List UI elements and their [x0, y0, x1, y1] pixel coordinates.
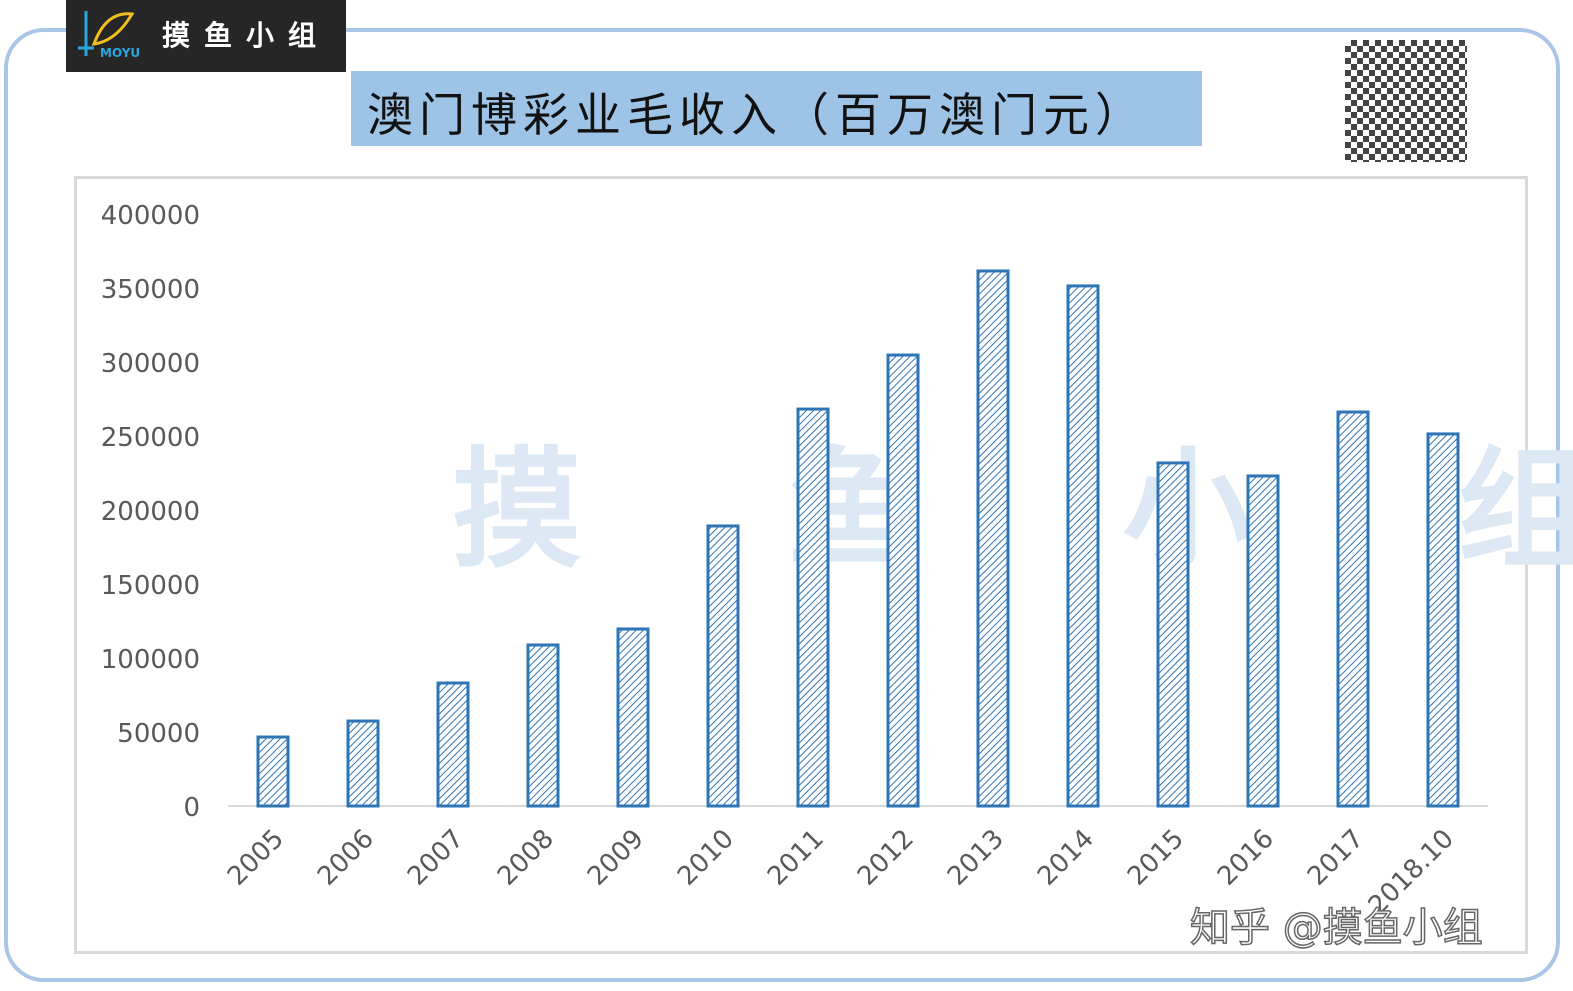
x-tick-label: 2010	[672, 824, 740, 892]
watermark-text: 摸 鱼 小 组	[452, 434, 1573, 586]
bar-2016	[1246, 474, 1280, 808]
x-tick-label: 2015	[1122, 824, 1190, 892]
bar-2006	[346, 719, 380, 808]
y-tick-label: 100000	[101, 645, 200, 675]
bar-2010	[706, 524, 740, 808]
fish-hook-icon	[78, 11, 135, 56]
x-tick-label: 2008	[492, 824, 560, 892]
bar-2013	[976, 269, 1010, 808]
x-tick-label: 2007	[402, 824, 470, 892]
x-tick-label: 2006	[312, 824, 380, 892]
x-tick-label: 2012	[852, 824, 920, 892]
bar-2015	[1156, 461, 1190, 808]
bar-2008	[526, 643, 560, 808]
y-tick-label: 250000	[101, 423, 200, 453]
bar-2009	[616, 627, 650, 808]
corner-watermark: 知乎 @摸鱼小组	[1189, 904, 1483, 952]
brand-logo: MOYU 摸鱼小组	[66, 0, 346, 72]
logo-text: 摸鱼小组	[162, 19, 331, 52]
y-tick-label: 50000	[117, 719, 200, 749]
y-tick-label: 300000	[101, 349, 200, 379]
y-tick-label: 200000	[101, 497, 200, 527]
page-title: 澳门博彩业毛收入（百万澳门元）	[367, 88, 1147, 142]
logo-sub: MOYU	[100, 46, 141, 60]
bar-2017	[1336, 410, 1370, 808]
bar-2005	[256, 735, 290, 808]
bar-2011	[796, 407, 830, 808]
y-tick-label: 350000	[101, 275, 200, 305]
bar-2007	[436, 681, 470, 808]
y-tick-label: 400000	[101, 201, 200, 231]
qr-code	[1345, 40, 1467, 162]
x-tick-label: 2011	[762, 824, 830, 892]
bar-2012	[886, 353, 920, 808]
title-banner: 澳门博彩业毛收入（百万澳门元）	[351, 71, 1202, 146]
x-tick-label: 2009	[582, 824, 650, 892]
x-tick-label: 2017	[1302, 824, 1370, 892]
x-tick-label: 2013	[942, 824, 1010, 892]
x-tick-label: 2016	[1212, 824, 1280, 892]
bar-2018.10	[1426, 432, 1460, 808]
x-tick-label: 2014	[1032, 824, 1100, 892]
y-tick-label: 150000	[101, 571, 200, 601]
x-tick-label: 2005	[222, 824, 290, 892]
bar-2014	[1066, 284, 1100, 808]
y-tick-label: 0	[183, 793, 200, 823]
